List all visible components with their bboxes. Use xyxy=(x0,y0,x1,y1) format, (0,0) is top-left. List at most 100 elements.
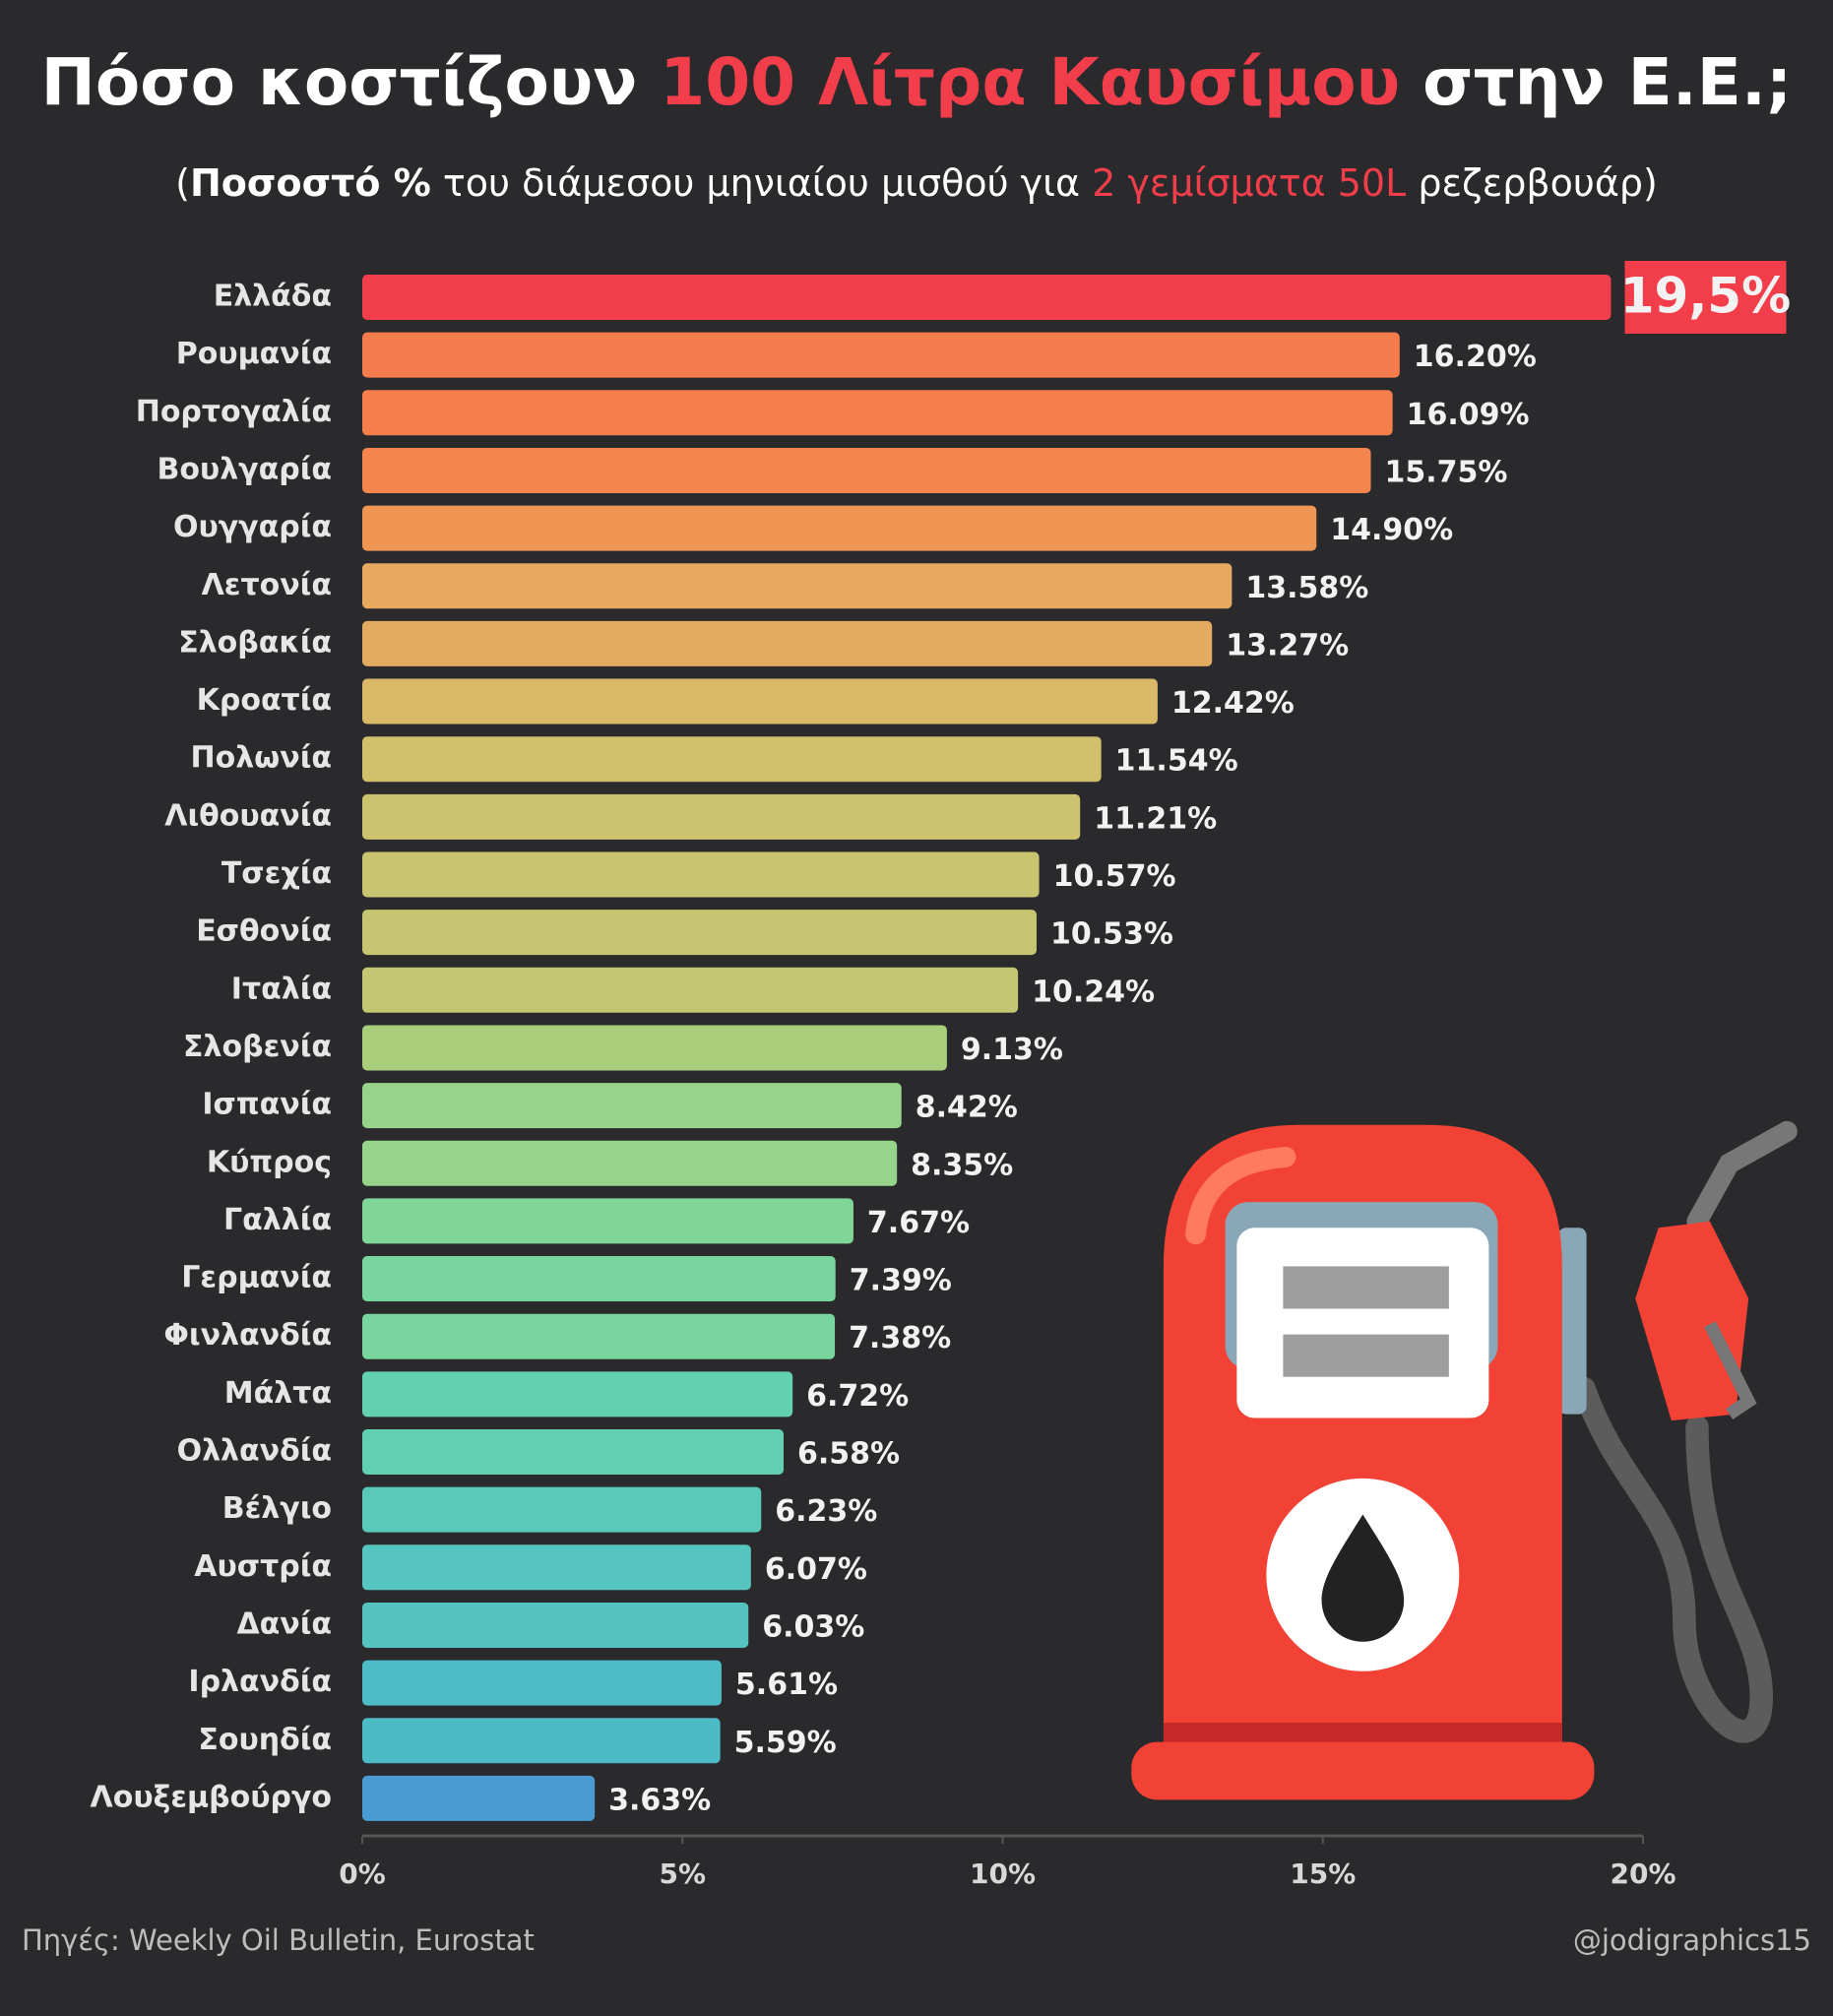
y-tick-label: Μάλτα xyxy=(224,1376,332,1411)
x-tick-label: 0% xyxy=(339,1858,386,1890)
y-tick-label: Πορτογαλία xyxy=(136,395,332,429)
bar xyxy=(362,620,1213,666)
bar xyxy=(362,332,1400,378)
y-tick-label: Ουγγαρία xyxy=(173,510,332,544)
fuel-pump-icon xyxy=(1131,1120,1798,1800)
value-label: 13.27% xyxy=(1226,628,1349,662)
subtitle-highlight: 2 γεμίσματα 50L xyxy=(1092,161,1406,205)
bar xyxy=(362,1602,749,1648)
bar xyxy=(362,1718,721,1764)
y-tick-label: Σλοβενία xyxy=(183,1030,332,1064)
credit: @jodigraphics15 xyxy=(1573,1923,1811,1957)
value-label: 10.57% xyxy=(1053,859,1176,894)
x-tick-label: 5% xyxy=(659,1858,706,1890)
bar xyxy=(362,851,1040,898)
value-label: 7.67% xyxy=(867,1206,970,1240)
y-tick-label: Βέλγιο xyxy=(222,1491,332,1526)
bar xyxy=(362,1140,898,1186)
y-tick-label: Σλοβακία xyxy=(178,625,332,660)
bar xyxy=(362,275,1612,320)
y-tick-label: Ρουμανία xyxy=(176,337,332,371)
x-tick-label: 10% xyxy=(970,1858,1036,1890)
bar xyxy=(362,1371,793,1418)
y-tick-label: Δανία xyxy=(236,1606,332,1641)
value-label-box xyxy=(1624,261,1787,334)
title-highlight: 100 Λίτρα Καυσίμου xyxy=(660,44,1400,120)
bar xyxy=(362,1486,762,1533)
bar xyxy=(362,678,1158,724)
bar xyxy=(362,1198,853,1244)
y-tick-label: Ολλανδία xyxy=(177,1434,332,1469)
title-part: στην Ε.Ε.; xyxy=(1400,44,1792,120)
x-tick-label: 20% xyxy=(1610,1858,1675,1890)
bar xyxy=(362,447,1371,493)
bar xyxy=(362,1083,902,1129)
title-part: Πόσο κοστίζουν xyxy=(41,44,661,120)
y-tick-label: Τσεχία xyxy=(221,856,332,891)
value-label: 6.07% xyxy=(765,1552,867,1587)
y-tick-label: Λιθουανία xyxy=(164,798,332,833)
y-tick-label: Πολωνία xyxy=(190,741,332,776)
bar xyxy=(362,505,1317,551)
value-label: 11.54% xyxy=(1115,744,1238,779)
value-label: 6.03% xyxy=(762,1609,864,1644)
bar xyxy=(362,1256,836,1302)
value-label: 6.23% xyxy=(775,1494,877,1529)
y-tick-label: Αυστρία xyxy=(194,1549,332,1584)
value-label: 10.24% xyxy=(1032,975,1155,1009)
y-tick-label: Εσθονία xyxy=(196,914,332,949)
subtitle-bold: Ποσοστό % xyxy=(190,161,431,205)
value-label: 10.53% xyxy=(1050,917,1173,952)
subtitle-part: ( xyxy=(175,161,190,205)
y-tick-label: Βουλγαρία xyxy=(157,452,332,486)
value-label: 9.13% xyxy=(961,1033,1063,1067)
y-tick-label: Σουηδία xyxy=(198,1723,332,1757)
y-tick-label: Γαλλία xyxy=(223,1203,332,1237)
value-label: 7.38% xyxy=(849,1321,951,1355)
value-label: 3.63% xyxy=(608,1783,711,1817)
bar xyxy=(362,967,1019,1013)
value-label: 14.90% xyxy=(1330,513,1453,547)
y-tick-label: Ελλάδα xyxy=(214,280,332,314)
bar xyxy=(362,1429,785,1475)
chart-subtitle: (Ποσοστό % του διάμεσου μηνιαίου μισθού … xyxy=(175,161,1658,205)
plot-area: 0% 5% 10% 15% 20% Ελλάδα 19,5% Ρουμανία 16.20% Πο… xyxy=(91,261,1791,1890)
x-tick-label: 15% xyxy=(1290,1858,1356,1890)
value-label: 7.39% xyxy=(850,1264,952,1298)
bar xyxy=(362,910,1037,956)
chart-title: Πόσο κοστίζουν 100 Λίτρα Καυσίμου στην Ε… xyxy=(41,44,1793,120)
bar xyxy=(362,1660,722,1706)
bar xyxy=(362,1025,947,1071)
bar xyxy=(362,390,1393,436)
value-label: 5.59% xyxy=(734,1726,837,1760)
subtitle-part: του διάμεσου μηνιαίου μισθού για xyxy=(431,161,1092,205)
y-tick-label: Φινλανδία xyxy=(163,1318,332,1353)
value-label: 16.09% xyxy=(1407,398,1530,432)
y-tick-label: Γερμανία xyxy=(181,1261,332,1295)
value-label: 15.75% xyxy=(1385,455,1508,489)
bar xyxy=(362,736,1102,783)
y-tick-label: Ισπανία xyxy=(202,1088,332,1122)
value-label: 13.58% xyxy=(1245,571,1368,605)
value-label: 8.42% xyxy=(916,1091,1018,1125)
bar xyxy=(362,793,1081,840)
y-tick-label: Κροατία xyxy=(197,683,332,718)
value-label: 8.35% xyxy=(911,1148,1013,1182)
y-tick-label: Κύπρος xyxy=(207,1145,332,1179)
subtitle-part: ρεζερβουάρ) xyxy=(1406,161,1658,205)
value-label: 11.21% xyxy=(1094,801,1217,836)
bar xyxy=(362,1775,596,1821)
value-label: 12.42% xyxy=(1171,686,1295,721)
y-tick-label: Ιρλανδία xyxy=(188,1665,332,1699)
value-label: 16.20% xyxy=(1414,340,1537,374)
bar xyxy=(362,563,1233,609)
value-label: 19,5% xyxy=(1620,268,1791,325)
bar xyxy=(362,1544,751,1591)
value-label: 6.58% xyxy=(797,1437,900,1472)
value-label: 6.72% xyxy=(806,1379,909,1414)
y-tick-label: Λουξεμβούργο xyxy=(91,1780,332,1814)
source-note: Πηγές: Weekly Oil Bulletin, Eurostat xyxy=(22,1923,535,1957)
value-label: 5.61% xyxy=(735,1668,838,1702)
y-tick-label: Λετονία xyxy=(202,568,332,602)
